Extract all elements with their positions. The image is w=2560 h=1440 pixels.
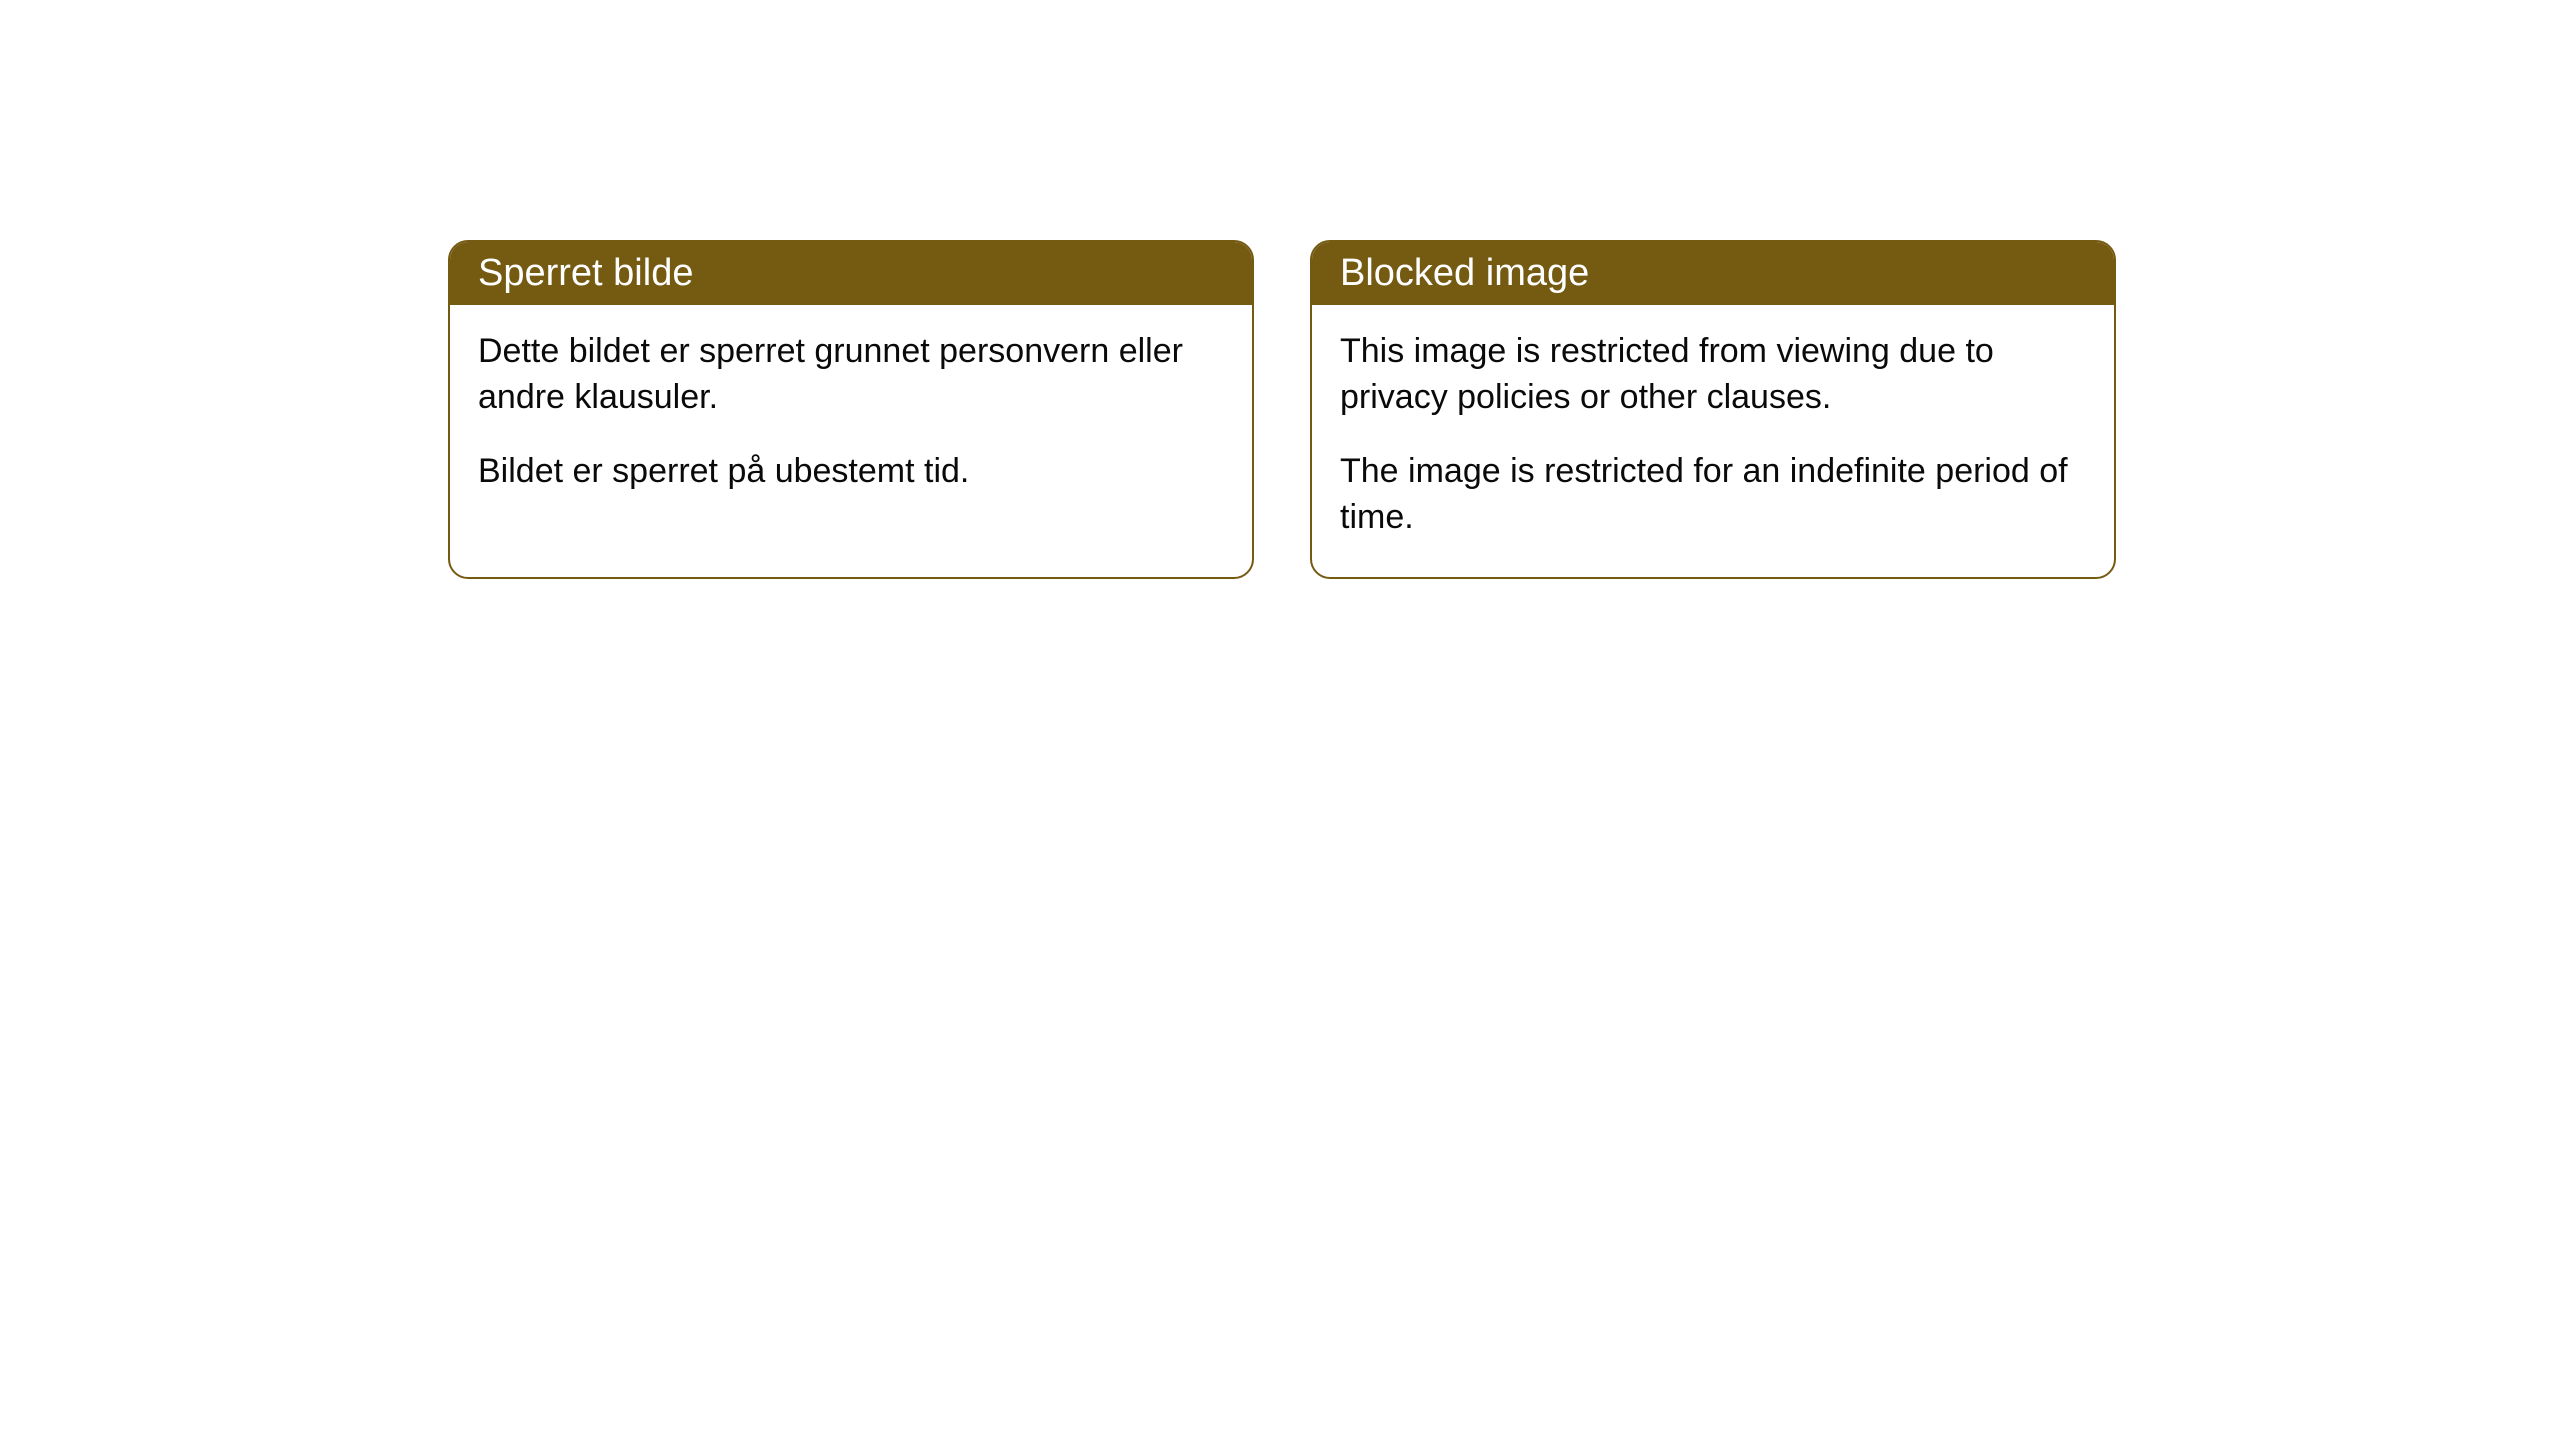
card-paragraph: Bildet er sperret på ubestemt tid. — [478, 449, 1224, 495]
card-body-english: This image is restricted from viewing du… — [1312, 305, 2114, 577]
card-paragraph: This image is restricted from viewing du… — [1340, 329, 2086, 421]
card-body-norwegian: Dette bildet er sperret grunnet personve… — [450, 305, 1252, 531]
card-paragraph: The image is restricted for an indefinit… — [1340, 449, 2086, 541]
notice-card-norwegian: Sperret bilde Dette bildet er sperret gr… — [448, 240, 1254, 579]
card-header-english: Blocked image — [1312, 242, 2114, 305]
notice-card-english: Blocked image This image is restricted f… — [1310, 240, 2116, 579]
card-title: Blocked image — [1340, 252, 1589, 294]
card-paragraph: Dette bildet er sperret grunnet personve… — [478, 329, 1224, 421]
card-title: Sperret bilde — [478, 252, 693, 294]
notice-cards-container: Sperret bilde Dette bildet er sperret gr… — [448, 240, 2560, 579]
card-header-norwegian: Sperret bilde — [450, 242, 1252, 305]
